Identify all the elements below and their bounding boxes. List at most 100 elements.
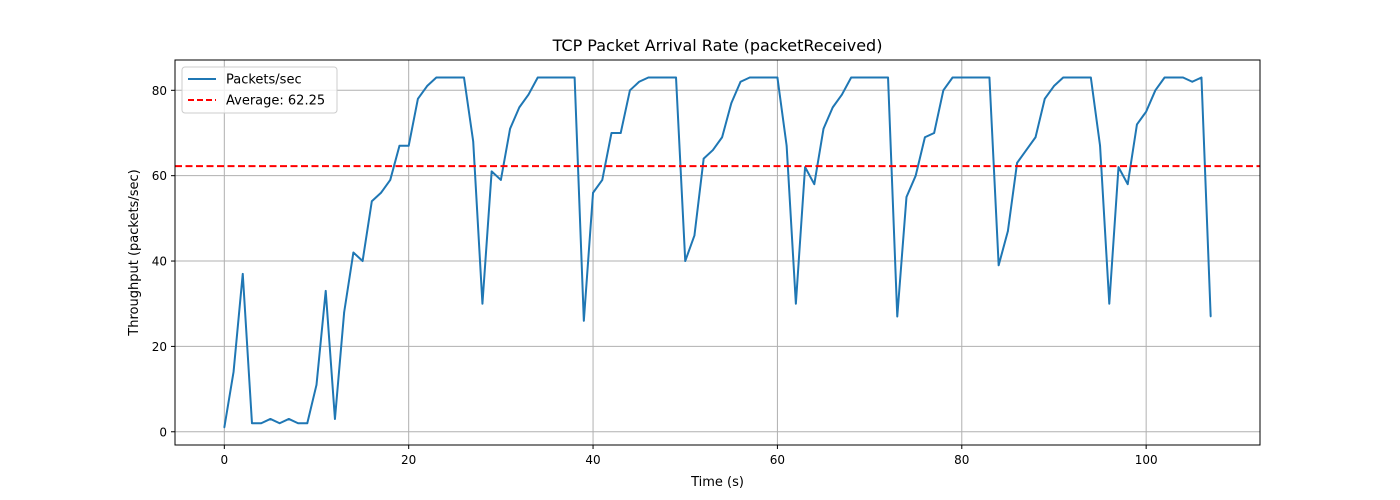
data-point xyxy=(1090,76,1092,79)
data-point xyxy=(933,132,935,134)
data-point xyxy=(970,76,972,79)
data-point xyxy=(767,76,769,79)
data-point xyxy=(481,302,484,305)
data-point xyxy=(1163,76,1166,79)
data-point xyxy=(914,174,917,177)
data-point xyxy=(638,80,640,83)
data-point xyxy=(924,136,926,139)
legend: Packets/sec Average: 62.25 xyxy=(181,66,338,114)
data-point xyxy=(583,319,585,322)
data-point xyxy=(1108,302,1111,305)
y-tick-label: 60 xyxy=(152,169,167,183)
data-point xyxy=(841,93,843,96)
data-point xyxy=(380,191,382,194)
data-point xyxy=(629,89,631,92)
tick-layer: 0 20 40 60 80 100 0 20 40 60 80 xyxy=(152,84,1158,467)
x-tick-label: 0 xyxy=(220,453,228,467)
data-point xyxy=(1016,162,1018,164)
data-point xyxy=(997,264,1000,267)
data-point xyxy=(417,98,419,100)
data-point xyxy=(601,179,604,181)
y-tick-label: 40 xyxy=(152,255,167,269)
data-point xyxy=(1025,149,1028,151)
data-point xyxy=(1099,144,1101,147)
data-point xyxy=(795,302,797,305)
data-point xyxy=(739,80,742,83)
data-point xyxy=(1071,76,1074,79)
data-point xyxy=(500,179,502,181)
data-point xyxy=(288,418,290,420)
data-point xyxy=(1200,76,1203,79)
data-point xyxy=(785,144,788,147)
data-point xyxy=(278,422,281,425)
data-layer xyxy=(175,76,1260,429)
data-point xyxy=(776,76,779,79)
data-point xyxy=(371,200,373,203)
data-point xyxy=(536,76,539,79)
chart-title: TCP Packet Arrival Rate (packetReceived) xyxy=(552,36,883,55)
data-point xyxy=(361,260,364,262)
data-point xyxy=(324,290,327,292)
data-point xyxy=(859,76,862,79)
data-point xyxy=(675,76,677,79)
data-point xyxy=(555,76,557,79)
data-point xyxy=(1062,76,1064,79)
data-point xyxy=(1034,136,1037,139)
data-point xyxy=(343,311,345,314)
data-point xyxy=(573,76,576,79)
data-point xyxy=(868,76,871,79)
data-point xyxy=(518,106,521,109)
data-point xyxy=(398,144,401,147)
x-tick-label: 40 xyxy=(585,453,600,467)
data-point xyxy=(269,418,272,420)
data-point xyxy=(1080,76,1083,79)
data-point xyxy=(1191,80,1194,83)
data-point xyxy=(352,251,355,254)
data-point xyxy=(1154,89,1157,92)
y-tick-label: 80 xyxy=(152,84,167,98)
data-point xyxy=(444,76,447,79)
data-point xyxy=(1182,76,1184,79)
data-point xyxy=(905,196,908,198)
data-point xyxy=(619,132,622,134)
data-point xyxy=(297,422,299,425)
data-point xyxy=(389,179,392,181)
data-point xyxy=(610,132,613,134)
data-point xyxy=(712,149,714,151)
data-point xyxy=(1053,85,1055,87)
data-point xyxy=(979,76,982,79)
data-point xyxy=(463,76,465,79)
data-point xyxy=(666,76,668,79)
legend-box xyxy=(181,66,338,114)
data-point xyxy=(730,102,733,104)
data-point xyxy=(453,76,456,79)
data-point xyxy=(878,76,880,79)
data-point xyxy=(527,93,530,96)
data-point xyxy=(435,76,438,79)
data-point xyxy=(232,371,235,373)
x-tick-label: 80 xyxy=(954,453,969,467)
data-point xyxy=(951,76,954,79)
data-point xyxy=(850,76,852,79)
data-point xyxy=(684,260,687,262)
data-point xyxy=(748,76,751,79)
data-point xyxy=(546,76,548,79)
data-point xyxy=(407,144,410,147)
data-point xyxy=(490,170,493,173)
data-point xyxy=(702,157,705,160)
y-tick-label: 20 xyxy=(152,340,167,354)
legend-label-average: Average: 62.25 xyxy=(226,94,325,109)
data-point xyxy=(1117,166,1120,168)
data-point xyxy=(334,418,336,420)
data-point xyxy=(1145,110,1147,113)
data-point xyxy=(942,89,945,92)
x-axis-label: Time (s) xyxy=(690,475,744,490)
data-point xyxy=(223,426,226,429)
data-point xyxy=(241,273,244,275)
data-point xyxy=(472,140,475,143)
x-tick-label: 20 xyxy=(401,453,416,467)
data-point xyxy=(813,183,816,186)
data-point xyxy=(564,76,567,79)
data-point xyxy=(592,191,594,194)
